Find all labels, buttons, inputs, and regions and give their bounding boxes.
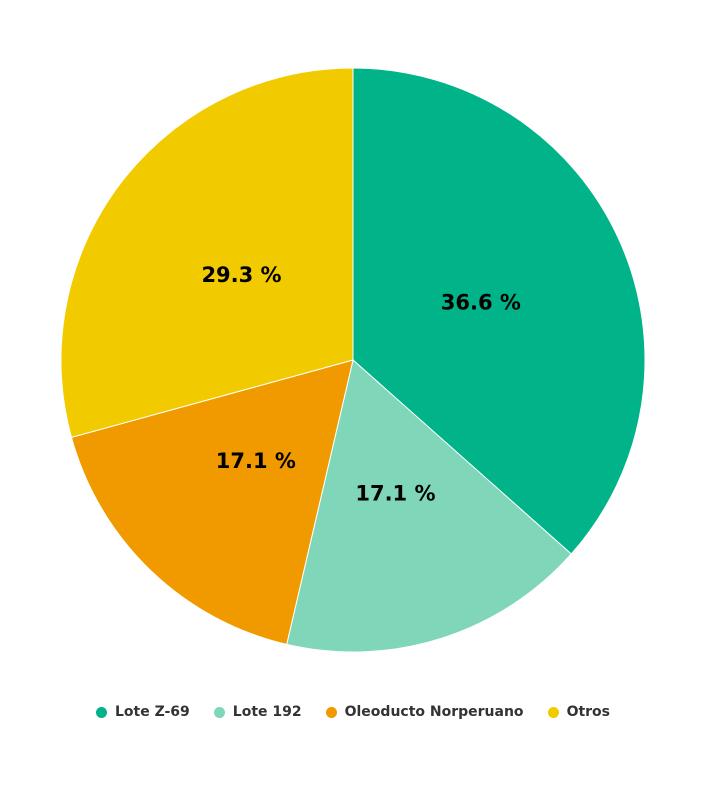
pie-chart: 36.6 % 17.1 % 17.1 % 29.3 % bbox=[60, 67, 646, 653]
legend-dot-icon bbox=[95, 706, 107, 718]
legend-item-3[interactable]: Otros bbox=[547, 704, 611, 720]
slice-label-1: 17.1 % bbox=[355, 482, 435, 506]
slice-label-2: 17.1 % bbox=[216, 449, 296, 473]
legend-item-1[interactable]: Lote 192 bbox=[213, 704, 302, 720]
legend-label: Lote Z-69 bbox=[114, 704, 190, 720]
slice-label-3: 29.3 % bbox=[201, 263, 281, 287]
legend-item-2[interactable]: Oleoducto Norperuano bbox=[325, 704, 524, 720]
pie-slice-2 bbox=[70, 359, 354, 645]
legend-dot-icon bbox=[213, 706, 225, 718]
legend-label: Lote 192 bbox=[232, 704, 302, 720]
pie-slice-3 bbox=[60, 67, 354, 439]
legend-label: Otros bbox=[566, 704, 611, 720]
legend-label: Oleoducto Norperuano bbox=[344, 704, 524, 720]
legend-dot-icon bbox=[325, 706, 337, 718]
legend: Lote Z-69 Lote 192 Oleoducto Norperuano Otr… bbox=[0, 704, 706, 720]
pie-slice-0 bbox=[352, 67, 646, 555]
pie-slice-1 bbox=[286, 359, 572, 653]
legend-item-0[interactable]: Lote Z-69 bbox=[95, 704, 190, 720]
legend-dot-icon bbox=[547, 706, 559, 718]
slice-label-0: 36.6 % bbox=[441, 291, 521, 315]
